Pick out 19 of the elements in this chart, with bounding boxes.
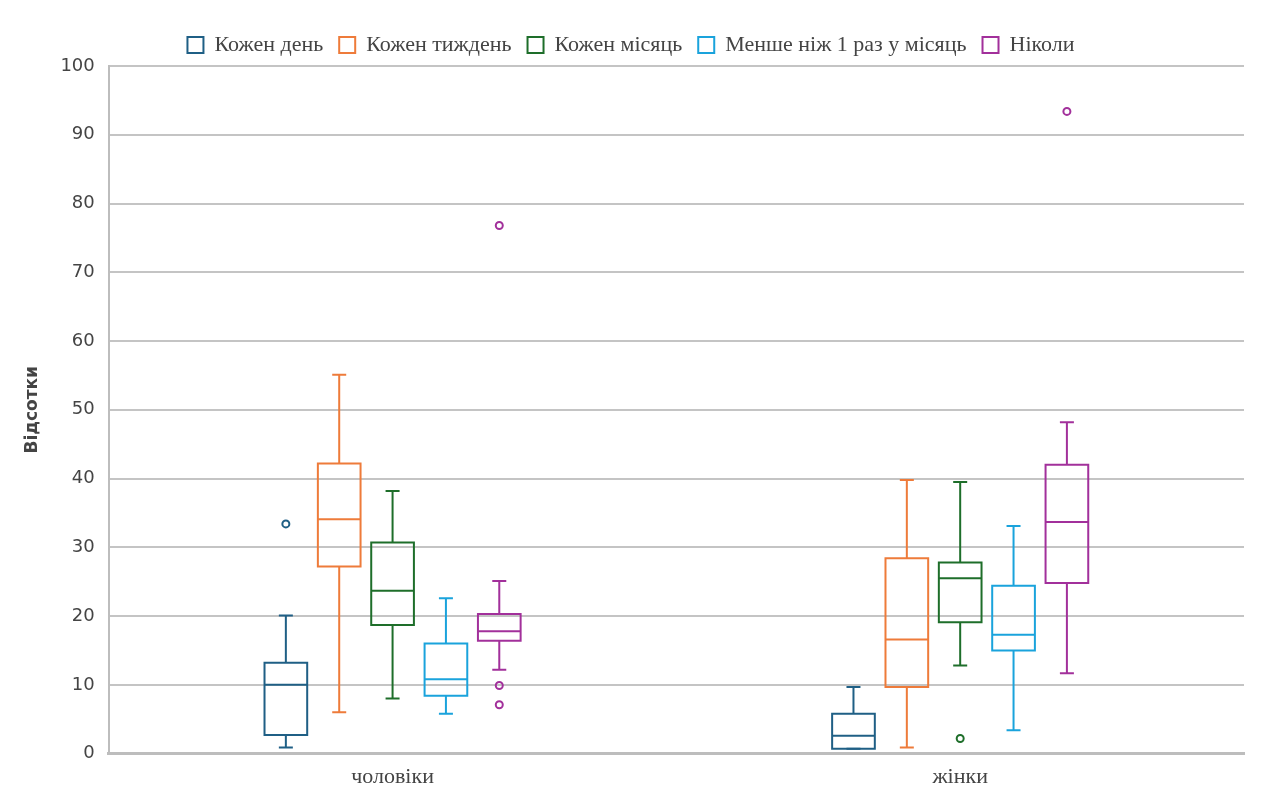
y-tick-label: 0 [83,741,95,763]
legend-label: Кожен тиждень [366,30,512,56]
legend-label: Менше ніж 1 раз у місяць [725,30,967,56]
x-tick-label: жінки [931,762,989,788]
y-tick-label: 70 [71,259,95,281]
y-tick-label: 10 [71,672,95,694]
y-tick-label: 80 [71,191,95,213]
y-tick-label: 40 [71,466,95,488]
y-tick-label: 60 [71,328,95,350]
x-tick-label: чоловіки [351,762,435,788]
y-tick-label: 20 [71,603,95,625]
y-tick-label: 30 [71,534,95,556]
y-tick-label: 100 [60,53,95,75]
legend-label: Кожен місяць [554,30,683,56]
legend-label: Кожен день [214,30,324,56]
legend-label: Ніколи [1009,30,1075,56]
y-axis-title: Відсотки [20,366,41,454]
y-tick-label: 50 [71,397,95,419]
y-tick-label: 90 [71,122,95,144]
